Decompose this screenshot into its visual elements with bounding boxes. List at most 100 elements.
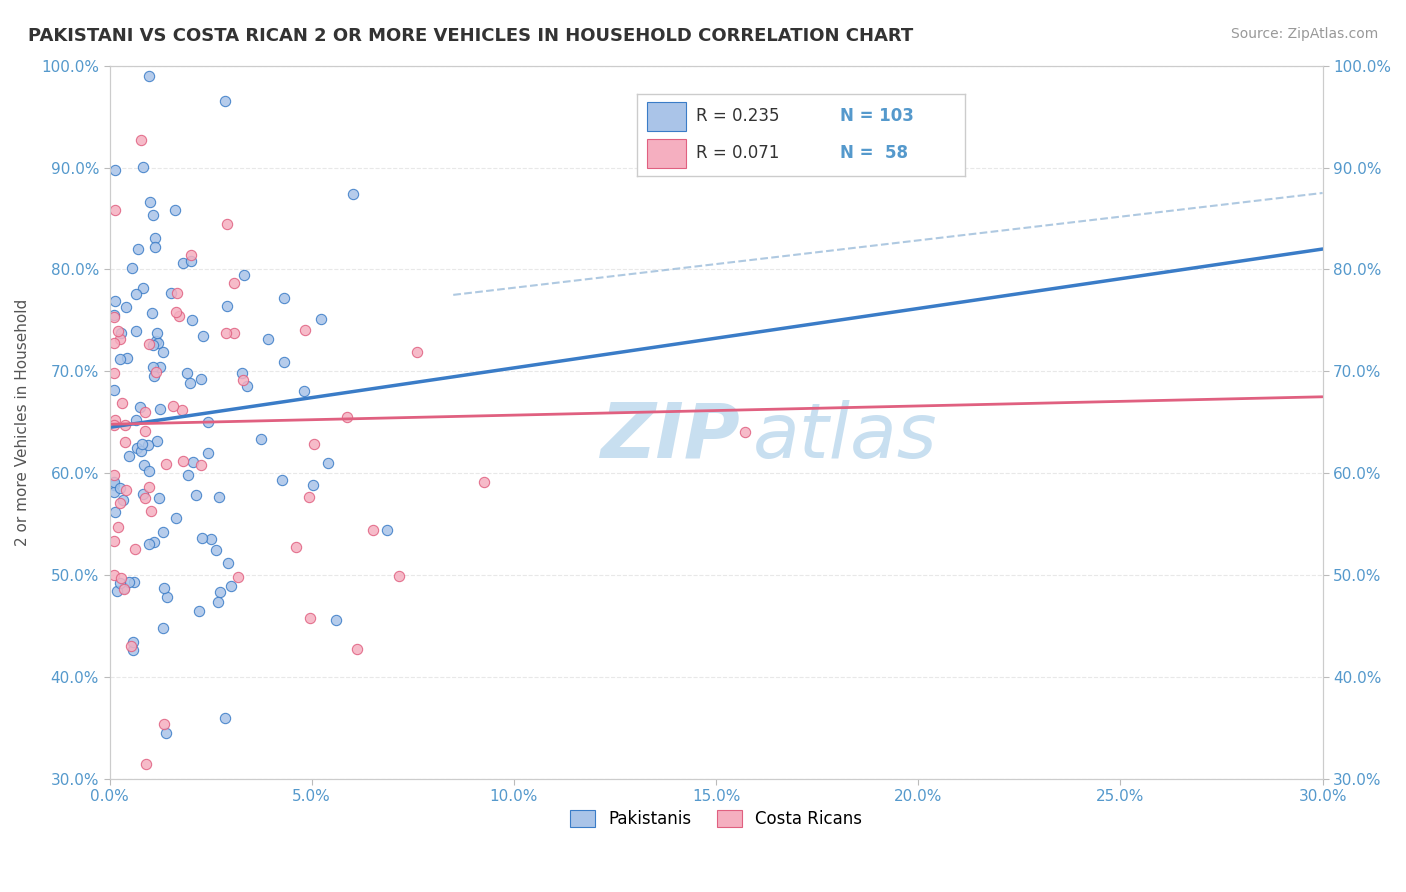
Point bbox=[155, 726, 177, 740]
Point bbox=[232, 268, 254, 282]
Point bbox=[309, 312, 332, 326]
Point bbox=[226, 570, 249, 584]
Point bbox=[134, 405, 156, 419]
Point bbox=[127, 243, 149, 257]
Point bbox=[122, 634, 145, 648]
Point bbox=[138, 537, 160, 551]
Point bbox=[138, 464, 160, 478]
Point bbox=[104, 505, 127, 519]
Point bbox=[134, 491, 156, 506]
Point bbox=[114, 434, 136, 449]
Point bbox=[124, 541, 146, 556]
Point bbox=[191, 531, 214, 545]
Point bbox=[342, 186, 364, 201]
Point bbox=[221, 579, 243, 593]
Point bbox=[172, 256, 194, 270]
Point bbox=[388, 569, 411, 583]
Point bbox=[155, 457, 177, 471]
Point bbox=[131, 437, 153, 451]
Point bbox=[405, 345, 427, 359]
Point bbox=[177, 467, 200, 482]
Point bbox=[104, 203, 127, 218]
Point bbox=[273, 292, 295, 306]
Point bbox=[129, 133, 152, 147]
Point bbox=[325, 613, 347, 627]
Point bbox=[115, 351, 138, 365]
Point bbox=[132, 281, 155, 295]
Point bbox=[143, 369, 166, 384]
Point bbox=[136, 438, 159, 452]
Point bbox=[103, 478, 125, 492]
Point bbox=[207, 595, 229, 609]
Point bbox=[250, 432, 273, 446]
Point bbox=[111, 492, 134, 507]
Point bbox=[214, 94, 236, 108]
Point bbox=[114, 483, 136, 498]
Point bbox=[170, 403, 193, 417]
Point bbox=[165, 510, 187, 524]
Point bbox=[114, 418, 136, 433]
Point bbox=[139, 503, 162, 517]
Point bbox=[105, 583, 128, 598]
Point bbox=[197, 445, 219, 459]
Point bbox=[153, 717, 176, 731]
Point bbox=[103, 366, 125, 380]
Point bbox=[152, 581, 174, 595]
Point bbox=[145, 334, 167, 348]
Point bbox=[166, 285, 188, 300]
Point bbox=[316, 456, 339, 470]
Point bbox=[103, 418, 125, 433]
Point bbox=[284, 540, 307, 554]
Point bbox=[294, 322, 316, 336]
Point bbox=[152, 622, 174, 636]
Y-axis label: 2 or more Vehicles in Household: 2 or more Vehicles in Household bbox=[15, 299, 30, 546]
Point bbox=[217, 556, 239, 570]
Point bbox=[135, 756, 157, 771]
Text: Source: ZipAtlas.com: Source: ZipAtlas.com bbox=[1230, 27, 1378, 41]
Point bbox=[188, 604, 211, 618]
Point bbox=[118, 574, 141, 589]
Point bbox=[129, 443, 152, 458]
Point bbox=[143, 534, 166, 549]
Point bbox=[112, 581, 135, 595]
Point bbox=[124, 324, 146, 338]
Point bbox=[107, 324, 129, 338]
Point bbox=[162, 399, 184, 413]
Point bbox=[236, 379, 259, 393]
Point bbox=[180, 248, 202, 262]
Point bbox=[120, 639, 142, 653]
Text: PAKISTANI VS COSTA RICAN 2 OR MORE VEHICLES IN HOUSEHOLD CORRELATION CHART: PAKISTANI VS COSTA RICAN 2 OR MORE VEHIC… bbox=[28, 27, 914, 45]
Point bbox=[145, 326, 167, 340]
Point bbox=[224, 326, 246, 341]
Point bbox=[107, 520, 129, 534]
Point bbox=[232, 373, 254, 387]
Point bbox=[186, 488, 208, 502]
Legend: Pakistanis, Costa Ricans: Pakistanis, Costa Ricans bbox=[564, 804, 869, 835]
Point bbox=[336, 410, 359, 425]
Point bbox=[146, 336, 169, 351]
Point bbox=[298, 490, 321, 504]
Point bbox=[292, 384, 315, 398]
Point bbox=[257, 332, 280, 346]
Point bbox=[125, 413, 148, 427]
Point bbox=[179, 376, 201, 391]
Point bbox=[176, 367, 198, 381]
Point bbox=[104, 293, 127, 308]
Point bbox=[110, 326, 132, 341]
Point bbox=[149, 359, 172, 374]
Point bbox=[224, 276, 246, 290]
Point bbox=[215, 300, 238, 314]
Point bbox=[108, 352, 131, 367]
Point bbox=[181, 313, 204, 327]
Point bbox=[103, 475, 125, 489]
Point bbox=[172, 454, 194, 468]
Point bbox=[108, 575, 131, 590]
Point bbox=[132, 487, 155, 501]
Point bbox=[103, 335, 125, 350]
Point bbox=[208, 490, 231, 504]
Point bbox=[346, 642, 368, 657]
Text: atlas: atlas bbox=[752, 400, 936, 474]
Point bbox=[143, 240, 166, 254]
Point bbox=[122, 642, 145, 657]
Point bbox=[215, 217, 238, 231]
